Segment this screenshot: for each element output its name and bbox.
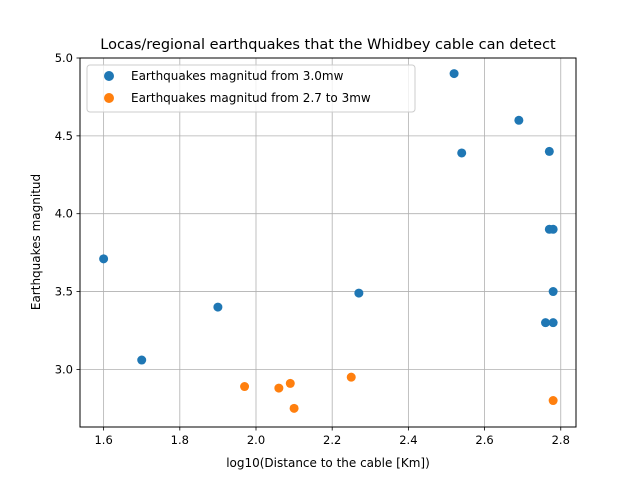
y-tick-label: 5.0 [55,51,73,65]
data-point-series-2 [240,382,250,392]
x-tick-label: 2.6 [475,433,493,447]
x-tick-label: 1.6 [94,433,112,447]
legend-marker-series-1 [104,71,114,81]
data-point-series-1 [213,302,223,312]
data-point-series-1 [541,318,551,328]
chart-title: Locas/regional earthquakes that the Whid… [100,37,556,53]
data-point-series-1 [548,318,558,328]
data-point-series-1 [544,146,554,156]
data-points [99,69,558,413]
data-point-series-1 [137,355,147,365]
legend-label-series-1: Earthquakes magnitud from 3.0mw [131,69,344,83]
y-tick-label: 3.0 [55,362,73,376]
legend-frame [86,64,416,113]
grid-lines [80,57,576,427]
x-tick-label: 2.2 [323,433,341,447]
data-point-series-1 [548,224,558,234]
data-point-series-1 [457,148,467,158]
data-point-series-2 [274,383,284,393]
x-tick-label: 2.4 [399,433,417,447]
legend: Earthquakes magnitud from 3.0mw Earthqua… [86,64,416,113]
data-point-series-1 [449,69,459,79]
legend-marker-series-2 [104,93,114,103]
x-tick-label: 2.8 [552,433,570,447]
legend-label-series-2: Earthquakes magnitud from 2.7 to 3mw [131,91,371,105]
axis-ticks: 1.6 1.8 2.0 2.2 2.4 2.6 2.8 3.0 3.5 4.0 4.5 5.0 [55,51,570,447]
data-point-series-1 [99,254,109,264]
data-point-series-1 [354,288,364,298]
data-point-series-2 [346,372,356,382]
data-point-series-2 [548,396,558,406]
y-tick-label: 4.0 [55,207,73,221]
data-point-series-2 [289,403,299,413]
x-axis-label: log10(Distance to the cable [Km]) [226,456,430,470]
plot-area-frame [79,57,577,428]
y-tick-label: 4.5 [55,129,73,143]
data-point-series-2 [285,378,295,388]
x-tick-label: 2.0 [247,433,265,447]
data-point-series-1 [548,287,558,297]
data-point-series-1 [514,115,524,125]
y-axis-label: Earthquakes magnitud [29,174,43,310]
x-tick-label: 1.8 [171,433,189,447]
y-tick-label: 3.5 [55,285,73,299]
